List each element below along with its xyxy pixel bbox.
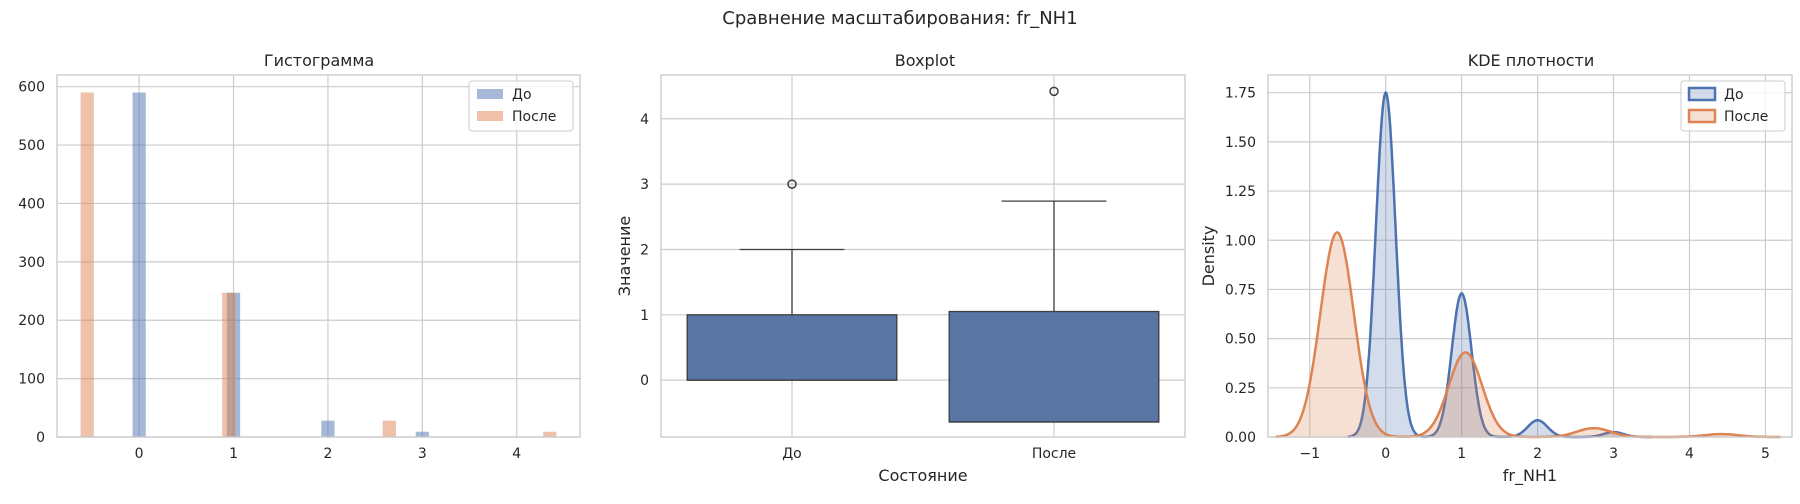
- boxplot-title: Boxplot: [895, 51, 955, 70]
- x-tick-label: 4: [1685, 446, 1694, 462]
- y-tick-label: 3: [640, 177, 649, 193]
- kde-area: [1275, 232, 1781, 437]
- box-body: [948, 310, 1160, 423]
- histogram-bar: [80, 92, 94, 438]
- figure-suptitle: Сравнение масштабирования: fr_NH1: [722, 8, 1077, 29]
- histogram-legend: До После: [468, 80, 574, 132]
- x-tick-label: 3: [418, 446, 427, 462]
- histogram-bar: [382, 420, 396, 437]
- x-tick-label: 4: [512, 446, 521, 462]
- histogram-bar: [415, 431, 429, 437]
- y-tick-label: 4: [640, 112, 649, 128]
- kde-legend: До После: [1680, 80, 1786, 132]
- x-tick-label: До: [782, 446, 802, 462]
- y-tick-label: 0.75: [1225, 282, 1256, 298]
- y-tick-label: 1: [640, 308, 649, 324]
- y-tick-label: 2: [640, 242, 649, 258]
- x-tick-label: 2: [323, 446, 332, 462]
- histogram-bar: [132, 92, 146, 438]
- boxplot-xlabel: Состояние: [878, 466, 967, 485]
- legend-label-after: После: [512, 109, 556, 125]
- legend-swatch-before: [477, 89, 503, 99]
- legend-label-before: До: [512, 87, 532, 103]
- y-tick-label: 1.75: [1225, 86, 1256, 102]
- histogram-title: Гистограмма: [264, 51, 374, 70]
- legend-label-before: До: [1724, 87, 1744, 103]
- histogram-bar: [321, 420, 335, 437]
- x-tick-label: После: [1032, 446, 1076, 462]
- y-tick-label: 400: [18, 196, 45, 212]
- histogram-bar: [543, 431, 557, 437]
- y-tick-label: 1.00: [1225, 233, 1256, 249]
- y-tick-label: 500: [18, 138, 45, 154]
- legend-swatch-after: [477, 111, 503, 121]
- kde-title: KDE плотности: [1468, 51, 1595, 70]
- y-tick-label: 0: [640, 373, 649, 389]
- x-tick-label: 1: [229, 446, 238, 462]
- y-tick-label: 300: [18, 255, 45, 271]
- boxplot-panel: Boxplot 0 1 2 3 4 До После Состояние Значение: [615, 51, 1186, 485]
- histogram-bar: [222, 292, 236, 437]
- y-tick-label: 200: [18, 313, 45, 329]
- legend-swatch-after: [1687, 108, 1717, 124]
- kde-ylabel: Density: [1199, 226, 1218, 287]
- y-tick-label: 100: [18, 372, 45, 388]
- kde-area: [1347, 92, 1652, 437]
- x-tick-label: −1: [1299, 446, 1320, 462]
- x-tick-label: 0: [135, 446, 144, 462]
- y-tick-label: 1.50: [1225, 135, 1256, 151]
- legend-label-after: После: [1724, 109, 1768, 125]
- x-tick-label: 2: [1533, 446, 1542, 462]
- y-tick-label: 0.00: [1225, 430, 1256, 446]
- box-body: [686, 314, 898, 381]
- x-tick-label: 3: [1609, 446, 1618, 462]
- kde-xlabel: fr_NH1: [1503, 466, 1557, 486]
- x-tick-label: 0: [1381, 446, 1390, 462]
- y-tick-label: 0.50: [1225, 332, 1256, 348]
- y-tick-label: 600: [18, 80, 45, 96]
- histogram-panel: Гистограмма 0 1 2 3 4 0 100 200 300 400 500 600 До …: [18, 51, 581, 462]
- x-tick-label: 1: [1457, 446, 1466, 462]
- legend-swatch-before: [1687, 86, 1717, 102]
- kde-panel: KDE плотности −1 0 1 2 3 4 5 0.00 0.25 0.50 0.75 1.…: [1199, 51, 1793, 486]
- box-outlier: [1049, 86, 1059, 97]
- y-tick-label: 1.25: [1225, 184, 1256, 200]
- boxplot-ylabel: Значение: [615, 216, 634, 297]
- x-tick-label: 5: [1761, 446, 1770, 462]
- y-tick-label: 0: [36, 430, 45, 446]
- y-tick-label: 0.25: [1225, 381, 1256, 397]
- box-outlier: [787, 179, 797, 189]
